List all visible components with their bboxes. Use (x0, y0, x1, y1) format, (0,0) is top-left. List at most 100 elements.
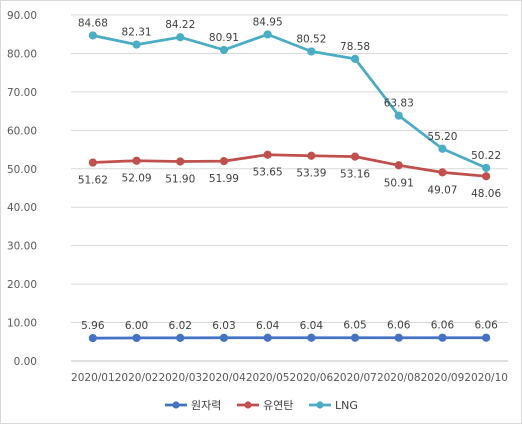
data-label: 78.58 (340, 41, 370, 53)
series-line (92, 153, 487, 178)
data-point (263, 333, 272, 342)
x-tick-label: 2020/04 (202, 372, 246, 384)
gridlines (71, 14, 508, 362)
x-tick-label: 2020/10 (464, 372, 508, 384)
data-point (88, 31, 97, 40)
data-label: 51.62 (78, 175, 108, 187)
data-point (350, 54, 360, 64)
legend-item: LNG (309, 399, 358, 412)
legend: 원자력 유연탄 LNG (165, 399, 358, 412)
y-tick-label: 80.00 (7, 48, 37, 60)
data-point (176, 333, 185, 342)
series-layer (88, 30, 491, 343)
series-3 (88, 30, 491, 173)
series-1 (88, 333, 491, 343)
data-point (438, 333, 447, 342)
data-point (132, 40, 141, 49)
data-point (132, 333, 141, 343)
legend-label: 유연탄 (263, 399, 293, 412)
y-tick-label: 40.00 (7, 202, 37, 214)
data-label: 63.83 (384, 98, 414, 110)
data-point (394, 333, 403, 342)
data-point (482, 163, 491, 173)
data-point (219, 333, 229, 342)
legend-marker (172, 401, 180, 409)
y-tick-label: 30.00 (7, 241, 37, 253)
data-point (307, 333, 316, 342)
series-line (92, 33, 487, 170)
x-tick-label: 2020/03 (158, 372, 202, 384)
x-tick-label: 2020/02 (115, 372, 159, 384)
data-label: 6.06 (387, 320, 411, 332)
data-label: 84.95 (253, 16, 283, 28)
data-point (176, 33, 185, 42)
data-point (88, 333, 97, 343)
series-2 (88, 150, 491, 181)
legend-item: 유연탄 (237, 399, 293, 412)
x-tick-label: 2020/06 (290, 372, 334, 384)
data-label: 80.91 (209, 32, 239, 44)
data-point (307, 47, 316, 56)
data-labels: 5.96 6.00 6.02 6.03 6.04 6.04 6.05 6.06 6.06 6.06… (78, 16, 502, 332)
data-label: 53.39 (296, 168, 326, 180)
data-point (219, 157, 229, 166)
data-label: 51.99 (209, 173, 239, 185)
y-tick-label: 20.00 (7, 279, 37, 291)
data-label: 6.06 (431, 320, 455, 332)
data-point (438, 144, 447, 153)
data-label: 53.16 (340, 169, 370, 181)
y-tick-label: 60.00 (7, 125, 37, 137)
y-tick-label: 0.00 (14, 356, 37, 368)
data-point (394, 111, 403, 120)
data-label: 6.06 (474, 320, 498, 332)
data-point (307, 151, 316, 160)
legend-label: LNG (335, 399, 358, 412)
data-point (263, 150, 272, 159)
data-label: 5.96 (81, 320, 105, 332)
data-label: 50.22 (471, 150, 501, 162)
data-point (394, 161, 403, 170)
data-point (88, 158, 97, 167)
y-tick-label: 90.00 (7, 10, 37, 22)
data-label: 52.09 (122, 173, 152, 185)
data-label: 6.05 (343, 320, 366, 332)
data-point (132, 156, 141, 165)
data-label: 6.03 (212, 320, 235, 332)
data-point (482, 172, 491, 181)
data-label: 53.65 (253, 167, 283, 179)
data-point (350, 152, 360, 161)
data-point (482, 333, 491, 342)
x-tick-label: 2020/09 (421, 372, 465, 384)
data-point (438, 168, 447, 177)
data-label: 6.04 (300, 320, 324, 332)
data-label: 6.00 (125, 320, 148, 332)
data-point (219, 45, 229, 55)
data-label: 50.91 (384, 177, 414, 189)
y-axis: 0.00 10.00 20.00 30.00 40.00 50.00 60.00 70.00 8… (7, 10, 37, 368)
data-label: 51.90 (165, 173, 195, 185)
data-point (176, 157, 185, 166)
data-label: 80.52 (296, 33, 326, 45)
x-tick-label: 2020/01 (71, 372, 115, 384)
data-label: 82.31 (122, 27, 152, 39)
data-point (350, 333, 360, 342)
x-tick-label: 2020/08 (377, 372, 421, 384)
y-tick-label: 50.00 (7, 164, 37, 176)
data-label: 49.07 (427, 184, 457, 196)
data-label: 6.02 (169, 320, 192, 332)
data-label: 84.68 (78, 17, 108, 29)
data-label: 84.22 (165, 19, 195, 31)
data-label: 55.20 (427, 131, 457, 143)
x-tick-label: 2020/05 (246, 372, 290, 384)
data-label: 6.04 (256, 320, 280, 332)
legend-marker (244, 401, 252, 409)
y-tick-label: 70.00 (7, 87, 37, 99)
data-label: 48.06 (471, 188, 501, 200)
legend-marker (316, 401, 324, 409)
y-tick-label: 10.00 (7, 318, 37, 330)
legend-item: 원자력 (165, 399, 221, 412)
x-tick-label: 2020/07 (333, 372, 377, 384)
x-axis: 2020/01 2020/02 2020/03 2020/04 2020/05 2020/… (71, 372, 508, 384)
